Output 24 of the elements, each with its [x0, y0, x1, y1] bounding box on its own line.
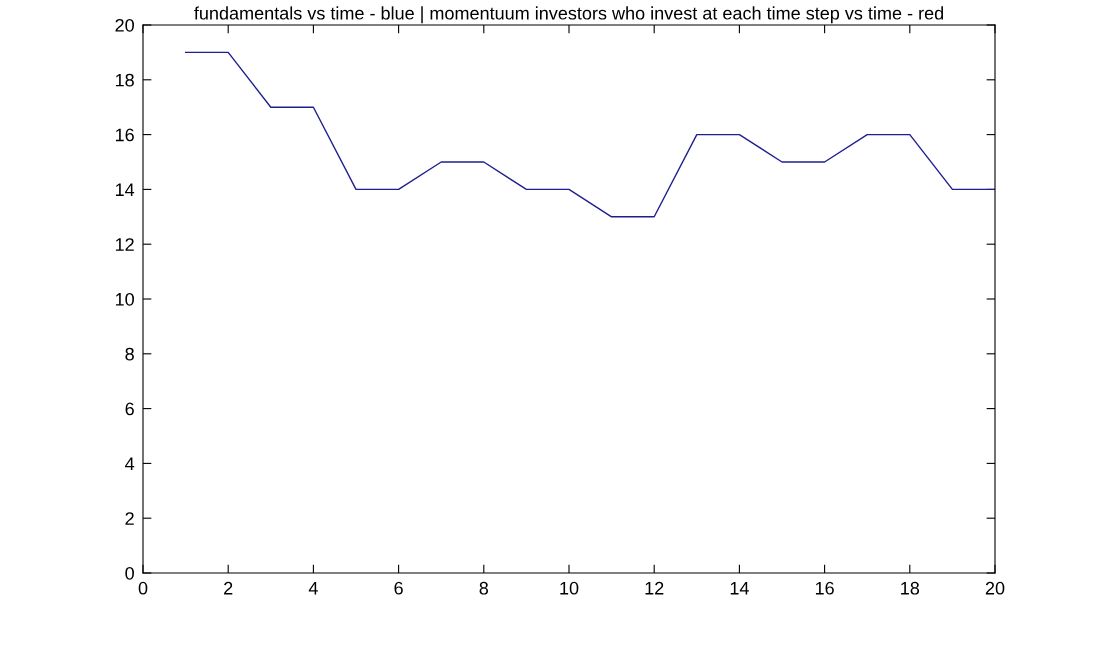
y-tick-label: 0: [125, 566, 134, 580]
x-tick-label: 10: [560, 581, 579, 595]
chart-title: fundamentals vs time - blue | momentuum investors who invest at each time step vs time - red: [194, 6, 944, 24]
y-tick-label: 12: [115, 238, 134, 251]
x-tick-label: 20: [985, 581, 1005, 595]
y-tick-label: 8: [125, 347, 134, 361]
x-tick-label: 18: [901, 581, 920, 595]
y-tick-label: 6: [125, 402, 134, 416]
x-tick-label: 16: [815, 581, 834, 595]
x-tick-label: 12: [645, 581, 664, 595]
y-tick-label: 10: [115, 292, 134, 306]
x-tick-label: 8: [479, 581, 489, 595]
x-tick-label: 6: [394, 581, 403, 595]
x-tick-label: 14: [730, 582, 749, 595]
y-tick-label: 20: [115, 18, 134, 32]
x-tick-label: 2: [224, 581, 233, 595]
y-tick-label: 16: [115, 128, 134, 142]
x-tick-label: 0: [138, 581, 148, 595]
y-tick-label: 14: [115, 183, 135, 196]
y-tick-label: 4: [125, 457, 135, 470]
y-tick-label: 18: [115, 73, 134, 87]
x-tick-label: 4: [308, 582, 318, 595]
line-series: [184, 51, 995, 218]
y-tick-label: 2: [125, 512, 134, 525]
